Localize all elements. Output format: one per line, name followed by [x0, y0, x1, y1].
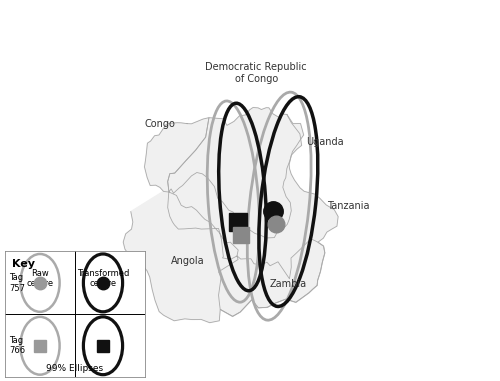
Text: 99% Ellipses: 99% Ellipses	[46, 364, 104, 373]
Text: Tanzania: Tanzania	[326, 201, 369, 211]
Text: Zambia: Zambia	[270, 279, 307, 289]
Text: Transformed
centre: Transformed centre	[77, 269, 129, 288]
Text: Raw
centre: Raw centre	[26, 269, 54, 288]
Text: Uganda: Uganda	[306, 137, 344, 147]
Text: Tag
766: Tag 766	[9, 336, 26, 355]
Polygon shape	[123, 114, 338, 323]
Text: Angola: Angola	[170, 256, 204, 266]
Polygon shape	[168, 107, 325, 316]
Text: Democratic Republic
of Congo: Democratic Republic of Congo	[206, 62, 307, 84]
Polygon shape	[144, 118, 209, 192]
Text: Key: Key	[12, 259, 35, 269]
Text: Congo: Congo	[144, 118, 176, 129]
Text: Tag
757: Tag 757	[9, 273, 25, 293]
